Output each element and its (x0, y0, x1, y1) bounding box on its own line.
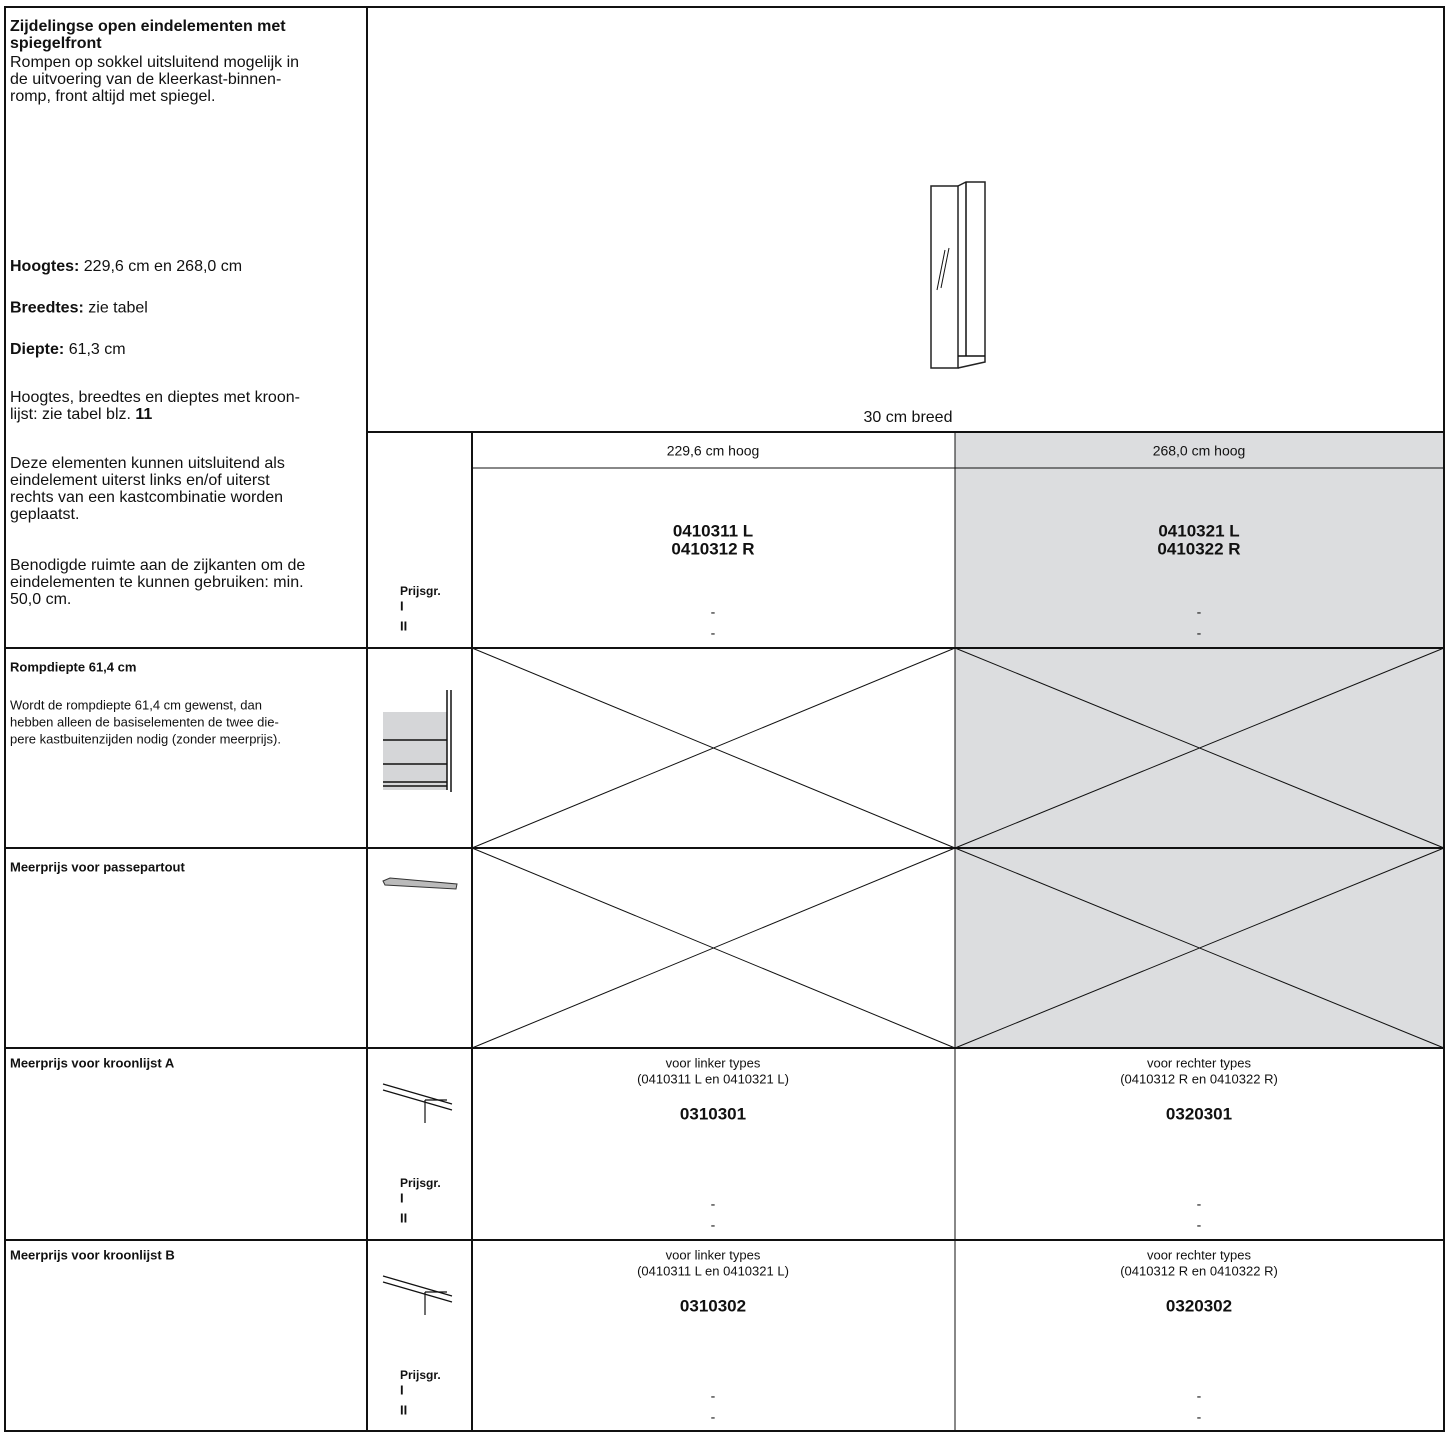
cross-outs (471, 647, 1445, 1049)
type-note: voor rechter types (1147, 1247, 1252, 1262)
price-label: Prijsgr. (400, 1368, 441, 1382)
option-title: Meerprijs voor passepartout (10, 859, 185, 874)
note-line: lijst: zie tabel blz. 11 (10, 406, 152, 423)
price: - (1197, 625, 1202, 641)
intro-line: romp, front altijd met spiegel. (10, 88, 215, 105)
price-label: Prijsgr. (400, 584, 441, 598)
price: - (711, 604, 716, 620)
crown-icons (382, 1083, 453, 1315)
price: - (711, 1388, 716, 1404)
spec-value: 61,3 cm (69, 341, 126, 358)
spec: Hoogtes: 229,6 cm en 268,0 cm (10, 258, 242, 275)
article-code: 0410312 R (671, 539, 754, 558)
spec-label: Diepte: (10, 341, 64, 358)
price-group: I (400, 1190, 404, 1205)
option-title: Meerprijs voor kroonlijst B (10, 1247, 175, 1262)
shaded-column (955, 432, 1443, 1048)
intro-line: Rompen op sokkel uitsluitend mogelijk in (10, 54, 299, 71)
column-header: 229,6 cm hoog (667, 443, 760, 459)
spec: Breedtes: zie tabel (10, 300, 148, 317)
intro-line: de uitvoering van de kleerkast-binnen- (10, 71, 281, 88)
price: - (711, 1196, 716, 1212)
price: - (711, 625, 716, 641)
note-line: lijst: zie tabel blz. (10, 406, 131, 423)
type-note: voor linker types (666, 1247, 761, 1262)
type-note: (0410311 L en 0410321 L) (637, 1263, 789, 1278)
type-note: (0410312 R en 0410322 R) (1120, 1071, 1278, 1086)
price: - (1197, 1388, 1202, 1404)
type-note: voor rechter types (1147, 1055, 1252, 1070)
price: - (1197, 604, 1202, 620)
price: - (711, 1217, 716, 1233)
option-title: Meerprijs voor kroonlijst A (10, 1055, 175, 1070)
spec: Diepte: 61,3 cm (10, 341, 126, 358)
option-title: Rompdiepte 61,4 cm (10, 659, 136, 674)
price: - (1197, 1196, 1202, 1212)
option-line: hebben alleen de basiselementen de twee … (10, 714, 279, 729)
article-code: 0320302 (1166, 1296, 1232, 1315)
type-note: (0410312 R en 0410322 R) (1120, 1263, 1278, 1278)
article-code: 0410322 R (1157, 539, 1240, 558)
article-code: 0310302 (680, 1296, 746, 1315)
page-ref: 11 (135, 406, 152, 423)
column-header: 268,0 cm hoog (1153, 443, 1246, 459)
article-code: 0410311 L (673, 521, 753, 540)
passepartout-icon (382, 877, 458, 890)
space-line: eindelementen te kunnen gebruiken: min. (10, 574, 304, 591)
placement-line: rechts van een kastcombinatie worden (10, 489, 283, 506)
type-note: voor linker types (666, 1055, 761, 1070)
spec-label: Hoogtes: (10, 258, 79, 275)
price: - (711, 1409, 716, 1425)
spec-value: zie tabel (88, 300, 148, 317)
placement-line: eindelement uiterst links en/of uiterst (10, 472, 270, 489)
image-caption: 30 cm breed (864, 409, 953, 426)
article-code: 0310301 (680, 1104, 746, 1123)
price: - (1197, 1409, 1202, 1425)
table-grid (4, 6, 1445, 1432)
price-group: II (400, 1402, 407, 1417)
article-code: 0320301 (1166, 1104, 1232, 1123)
option-line: pere kastbuitenzijden nodig (zonder meer… (10, 731, 281, 746)
space-line: Benodigde ruimte aan de zijkanten om de (10, 557, 305, 574)
price-group: I (400, 598, 404, 613)
space-line: 50,0 cm. (10, 591, 71, 608)
cabinet-drawing (930, 181, 986, 369)
spec-label: Breedtes: (10, 300, 84, 317)
type-note: (0410311 L en 0410321 L) (637, 1071, 789, 1086)
price-group: II (400, 1210, 407, 1225)
option-line: Wordt de rompdiepte 61,4 cm gewenst, dan (10, 697, 262, 712)
section-title: Zijdelingse open eindelementen met (10, 18, 286, 35)
article-code: 0410321 L (1158, 521, 1239, 540)
placement-line: Deze elementen kunnen uitsluitend als (10, 455, 285, 472)
price-group: II (400, 618, 407, 633)
depth-icon (383, 690, 452, 792)
placement-line: geplaatst. (10, 506, 79, 523)
price-label: Prijsgr. (400, 1176, 441, 1190)
price-group: I (400, 1382, 404, 1397)
note-line: Hoogtes, breedtes en dieptes met kroon- (10, 389, 300, 406)
section-title: spiegelfront (10, 35, 102, 52)
spec-value: 229,6 cm en 268,0 cm (84, 258, 242, 275)
price: - (1197, 1217, 1202, 1233)
